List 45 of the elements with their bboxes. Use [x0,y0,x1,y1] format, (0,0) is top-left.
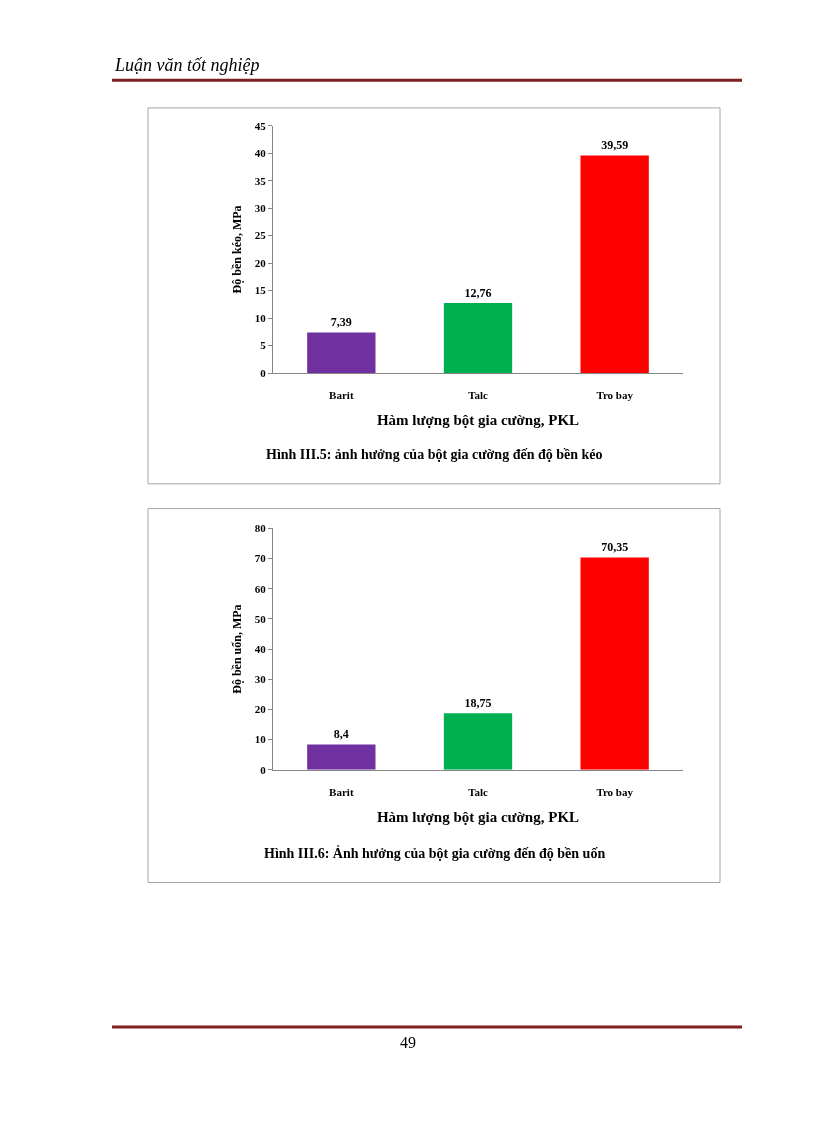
data-label: 8,4 [333,727,349,742]
y-tick-label: 0 [260,366,267,379]
y-tick-label: 20 [254,703,267,716]
y-tick-label: 30 [254,673,267,686]
text: Hình III.5: ảnh hưởng của bột gia cường đến độ bền kéo [266,447,603,462]
y-tick-label: 80 [254,522,267,535]
x-axis-title: Hàm lượng bột gia cường, PKL [376,412,580,429]
x-tick-label: Barit [329,785,354,798]
y-tick-label: 5 [260,339,267,352]
x-tick-label: Tro bay [596,785,634,798]
y-tick-label: 40 [254,147,267,160]
x-tick-label: Talc [468,785,488,798]
data-label: 18,75 [464,696,492,711]
text: 49 [400,1034,416,1051]
y-tick-label: 0 [260,763,267,776]
y-tick-label: 25 [254,229,267,242]
y-tick-label: 40 [254,642,267,655]
text: Luận văn tốt nghiệp [114,55,260,75]
y-tick-label: 70 [254,552,267,565]
y-tick-label: 30 [254,202,267,214]
data-label: 12,76 [464,285,492,300]
data-label: 39,59 [601,138,629,153]
y-tick-label: 10 [254,733,267,746]
text: Hình III.6: Ảnh hưởng của bột gia cường đến độ bền uốn [264,845,606,861]
y-tick-label: 45 [254,119,267,132]
y-tick-label: 20 [254,256,267,269]
y-tick-label: 35 [254,174,267,187]
x-tick-label: Talc [468,389,488,402]
bar [307,332,376,374]
bar [443,302,513,374]
bar [443,713,513,770]
y-tick-label: 60 [254,582,267,595]
bar [307,744,376,770]
y-axis-title: Độ bền uốn, MPa [230,604,245,694]
data-label: 70,35 [601,540,629,555]
y-axis-title: Độ bền kéo, MPa [230,205,245,294]
y-tick-label: 50 [254,612,267,625]
data-label: 7,39 [330,315,352,330]
x-tick-label: Tro bay [596,389,634,402]
y-tick-label: 10 [254,311,267,324]
bar [580,557,649,770]
x-tick-label: Barit [329,389,354,402]
bar [580,155,649,374]
x-axis-title: Hàm lượng bột gia cường, PKL [376,808,580,825]
y-tick-label: 15 [254,284,267,297]
